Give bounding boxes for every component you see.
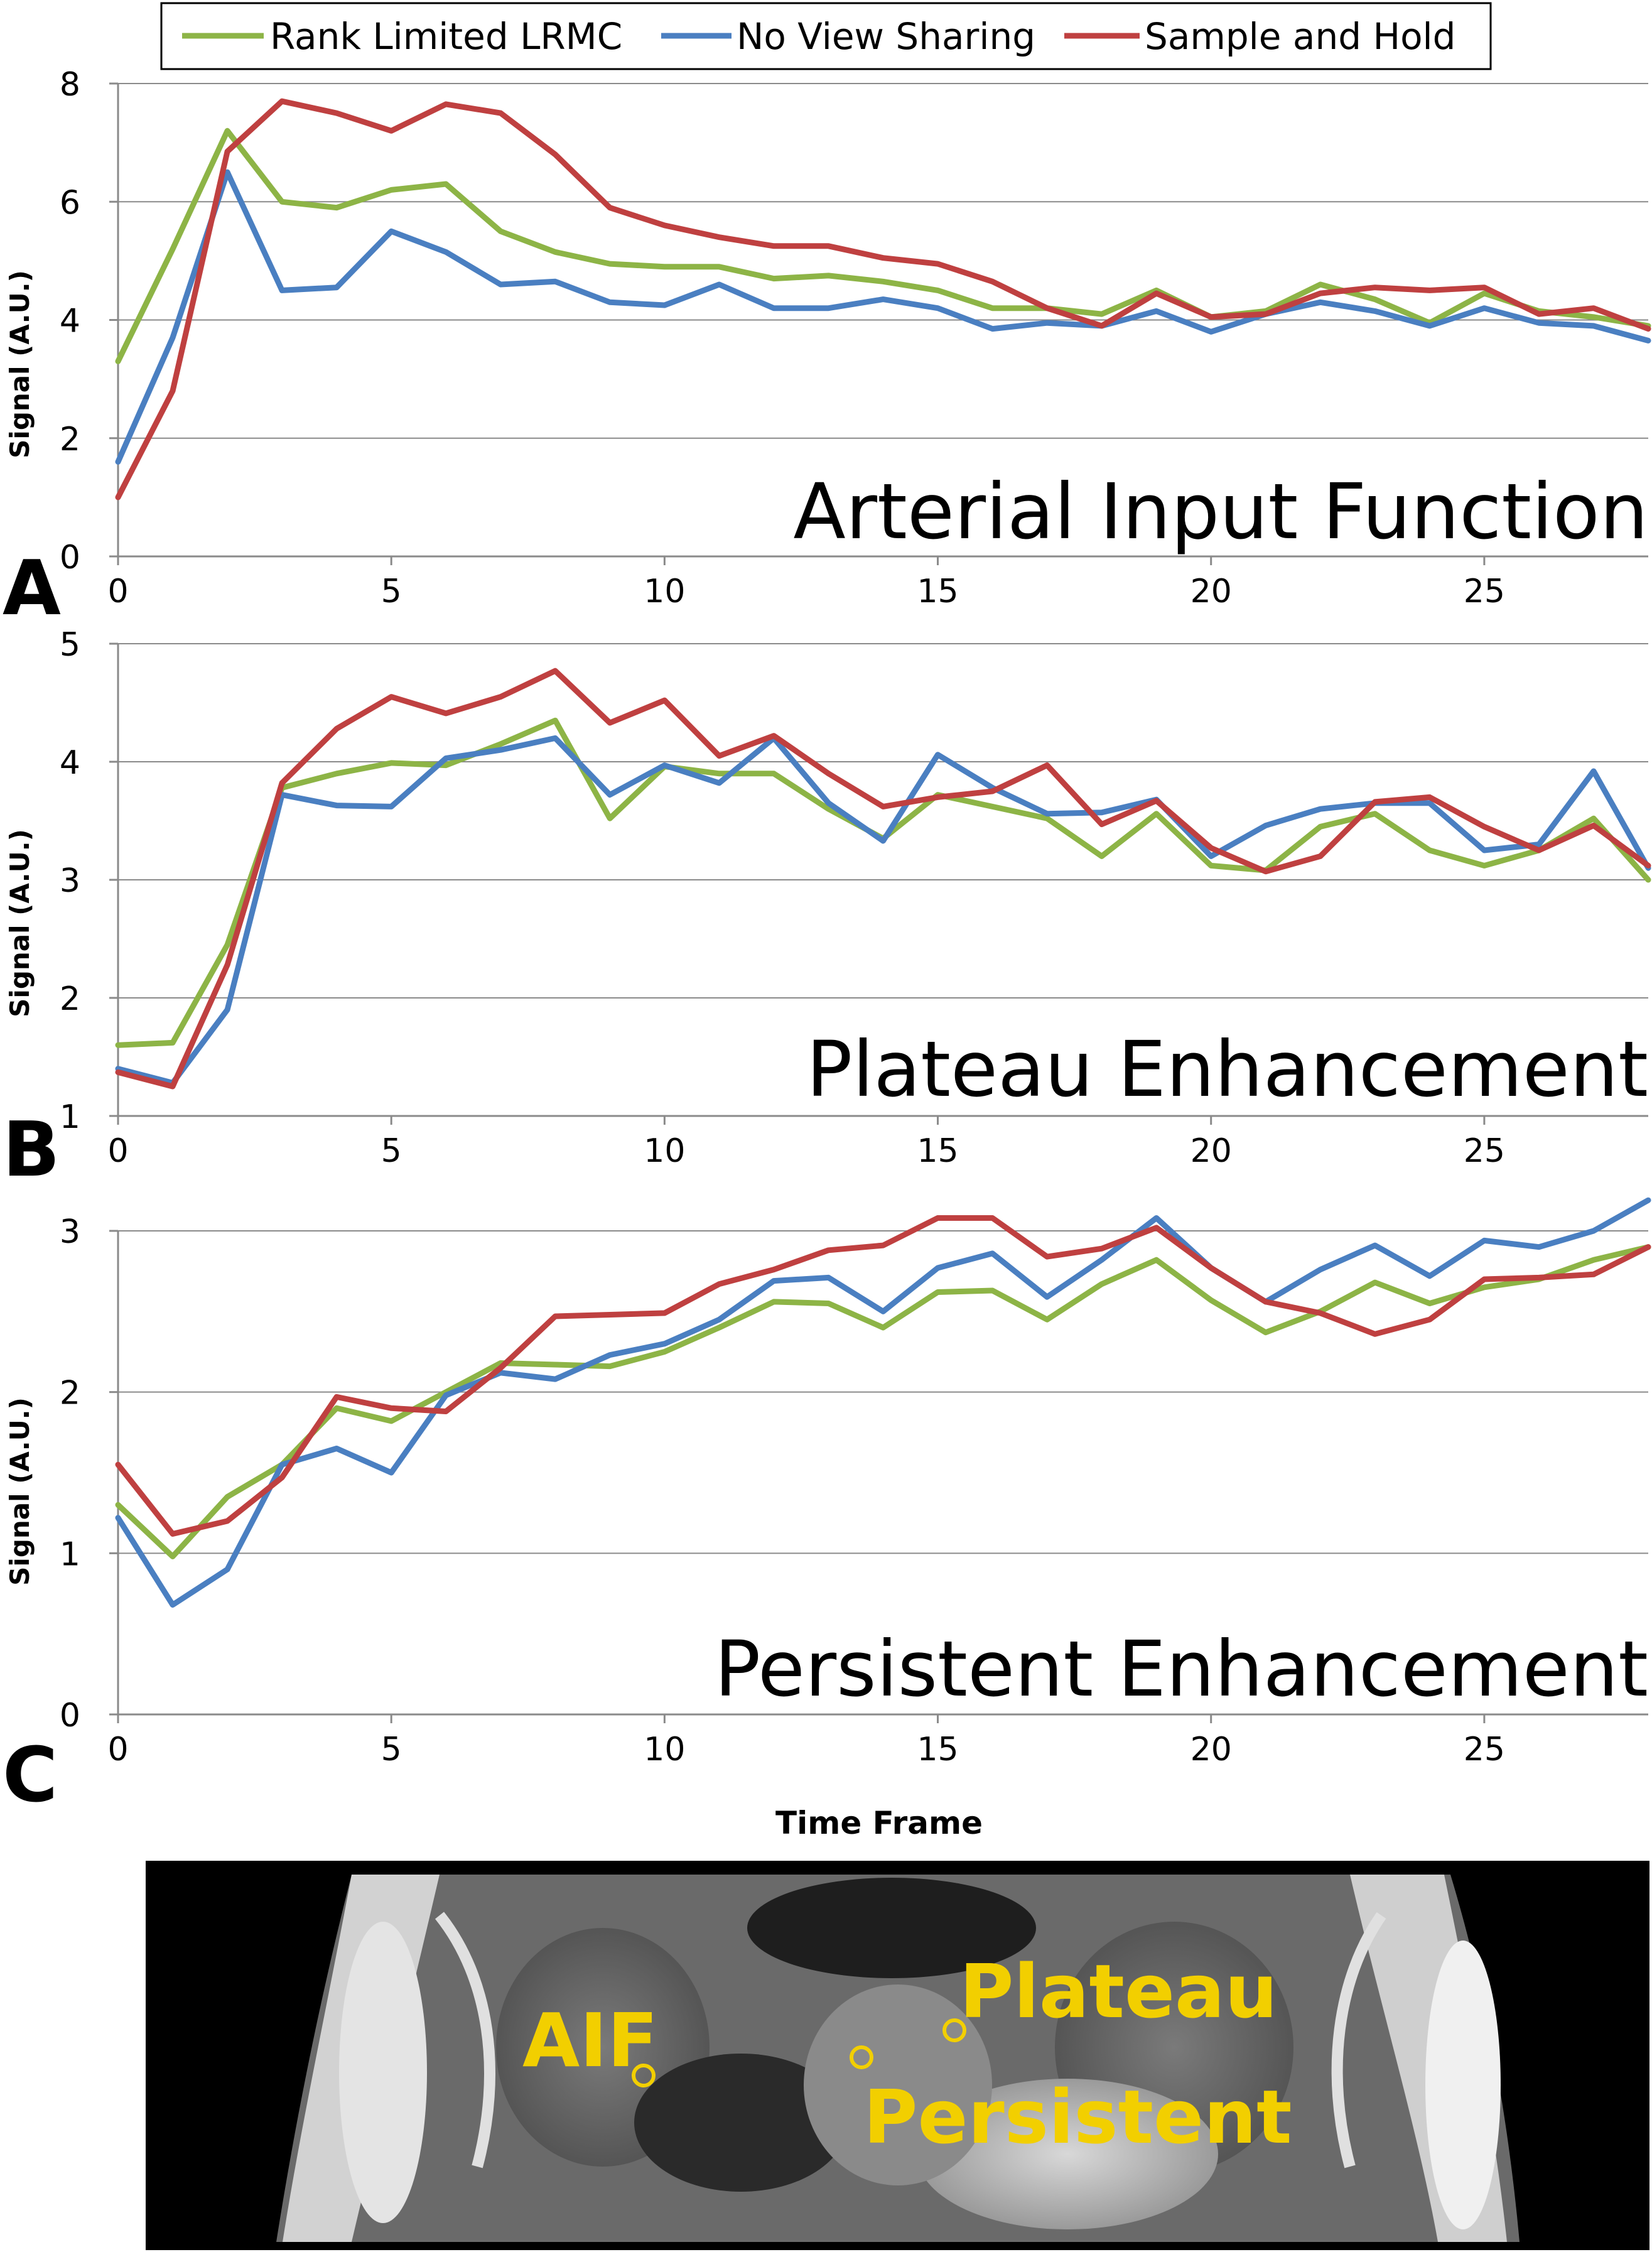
x-tick-label: 15 — [917, 573, 958, 610]
series-lines — [115, 668, 1651, 1090]
mri-bone-right — [1331, 1912, 1386, 2168]
y-tick-label: 2 — [60, 421, 80, 458]
mri-bone-left — [435, 1912, 495, 2168]
series-line-sample-and-hold — [115, 1215, 1651, 1537]
roi-label-plateau: Plateau — [959, 1948, 1278, 2035]
y-tick-label: 4 — [60, 303, 80, 340]
series-line-sample-and-hold — [115, 668, 1651, 1090]
x-tick-label: 10 — [644, 573, 685, 610]
chart-title: Arterial Input Function — [793, 467, 1648, 556]
y-axis-label: Signal (A.U.) — [4, 270, 35, 458]
y-tick-label: 3 — [60, 1213, 80, 1251]
y-tick-label: 2 — [60, 1375, 80, 1412]
y-axis-label: Signal (A.U.) — [4, 829, 35, 1017]
legend-label-sample-and-hold: Sample and Hold — [1145, 15, 1456, 58]
mri-dark-bowel — [747, 1878, 1036, 1978]
gridlines — [118, 643, 1648, 999]
x-tick-labels: 0 5 10 15 20 25 — [107, 1116, 1505, 1170]
x-axis-label: Time Frame — [775, 1805, 983, 1841]
panel-label: B — [3, 1107, 60, 1194]
mri-dark-region-left — [634, 2054, 848, 2192]
y-axis-label: Signal (A.U.) — [4, 1397, 35, 1586]
series-lines — [115, 1197, 1651, 1608]
y-tick-labels: 1 2 3 4 5 — [60, 626, 118, 1136]
x-tick-label: 15 — [917, 1132, 958, 1170]
y-tick-label: 3 — [60, 862, 80, 900]
legend-box — [160, 2, 1492, 70]
x-tick-label: 20 — [1190, 573, 1232, 610]
roi-marker-aif — [632, 2064, 656, 2087]
series-line-no-view-sharing — [115, 1197, 1651, 1608]
x-tick-label: 20 — [1190, 1132, 1232, 1170]
panel-label: C — [3, 1732, 58, 1819]
chart-title: Plateau Enhancement — [806, 1025, 1648, 1114]
legend-label-no-view-sharing: No View Sharing — [737, 15, 1035, 58]
x-tick-label: 0 — [107, 1132, 128, 1170]
x-tick-label: 10 — [644, 1731, 685, 1768]
roi-label-persistent: Persistent — [863, 2074, 1292, 2160]
x-tick-label: 25 — [1464, 1731, 1505, 1768]
x-tick-labels: 0 5 10 15 20 25 — [107, 1714, 1505, 1768]
mri-bright-left — [339, 1922, 427, 2223]
y-tick-labels: 0 2 4 6 8 — [60, 66, 118, 577]
roi-marker-plateau — [942, 2018, 966, 2042]
roi-marker-persistent — [850, 2045, 873, 2069]
mri-bright-region — [917, 2079, 1218, 2229]
mri-anatomy — [276, 1875, 1520, 2242]
x-tick-label: 10 — [644, 1132, 685, 1170]
mri-bright-right — [1425, 1941, 1501, 2229]
series-line-rank-limited-lrmc — [115, 127, 1651, 364]
y-tick-label: 1 — [60, 1535, 80, 1573]
x-tick-label: 0 — [107, 1731, 128, 1768]
panel-label: A — [3, 545, 61, 632]
x-tick-label: 0 — [107, 573, 128, 610]
series-line-sample-and-hold — [115, 98, 1651, 501]
x-tick-labels: 0 5 10 15 20 25 — [107, 556, 1505, 610]
series-lines — [115, 98, 1651, 501]
legend-label-rank-limited-lrmc: Rank Limited LRMC — [270, 15, 622, 58]
x-tick-label: 25 — [1464, 573, 1505, 610]
x-tick-label: 20 — [1190, 1731, 1232, 1768]
y-tick-label: 6 — [60, 184, 80, 222]
chart-title: Persistent Enhancement — [715, 1625, 1648, 1714]
x-tick-label: 5 — [381, 1132, 402, 1170]
y-tick-label: 5 — [60, 626, 80, 664]
gridlines — [118, 83, 1648, 439]
x-tick-label: 15 — [917, 1731, 958, 1768]
y-tick-label: 4 — [60, 744, 80, 782]
series-line-rank-limited-lrmc — [115, 1244, 1651, 1559]
chart-persistent-enhancement: 0 5 10 15 20 25 0 1 2 3 Signal (A.U.) Persistent… — [3, 1197, 1651, 1841]
y-tick-label: 1 — [60, 1098, 80, 1136]
legend: Rank Limited LRMC No View Sharing Sample… — [160, 2, 1492, 70]
chart-plateau-enhancement: 0 5 10 15 20 25 1 2 3 4 5 Signal (A.U.) Plateau E… — [3, 626, 1651, 1194]
y-tick-label: 0 — [60, 1697, 80, 1735]
x-tick-label: 25 — [1464, 1132, 1505, 1170]
gridlines — [118, 1230, 1648, 1554]
y-tick-label: 2 — [60, 980, 80, 1018]
x-tick-label: 5 — [381, 573, 402, 610]
series-line-no-view-sharing — [115, 169, 1651, 465]
series-line-rank-limited-lrmc — [115, 717, 1651, 1048]
mri-image: AIF Plateau Persistent — [146, 1861, 1649, 2250]
roi-label-aif: AIF — [522, 1997, 658, 2084]
x-tick-label: 5 — [381, 1731, 402, 1768]
y-tick-label: 0 — [60, 539, 80, 577]
y-tick-label: 8 — [60, 66, 80, 104]
y-tick-labels: 0 1 2 3 — [60, 1213, 118, 1735]
chart-arterial-input-function: 0 5 10 15 20 25 0 2 4 6 8 Signal (A.U.) Arterial … — [3, 66, 1651, 632]
